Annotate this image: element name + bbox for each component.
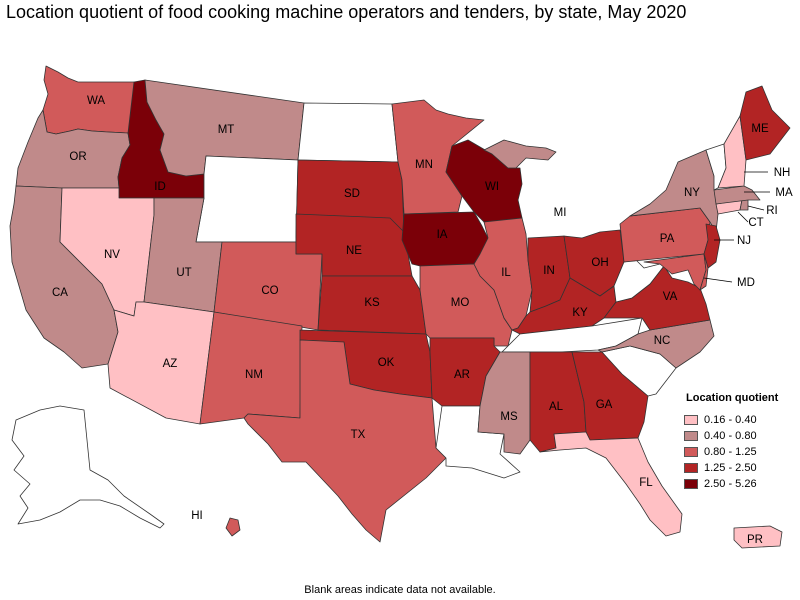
legend-swatch: [684, 447, 698, 457]
state-label-mi: MI: [554, 207, 567, 219]
state-label-hi: HI: [191, 510, 203, 522]
state-az[interactable]: [107, 301, 215, 425]
state-label-il: IL: [501, 267, 511, 279]
state-label-va: VA: [663, 291, 678, 303]
state-wy[interactable]: [195, 155, 299, 243]
state-label-me: ME: [751, 123, 769, 135]
state-fl[interactable]: [539, 431, 683, 537]
state-label-oh: OH: [591, 257, 608, 269]
state-label-ny: NY: [684, 187, 700, 199]
legend-swatch: [684, 479, 698, 489]
state-label-tx: TX: [351, 429, 366, 441]
state-label-ne: NE: [346, 245, 362, 257]
state-label-ma: MA: [775, 187, 793, 199]
state-label-in: IN: [543, 265, 555, 277]
legend-label: 0.16 - 0.40: [704, 414, 757, 426]
legend-swatch: [684, 431, 698, 441]
legend-item: 0.80 - 1.25: [684, 444, 778, 460]
state-label-ga: GA: [596, 399, 613, 411]
legend-swatch: [684, 415, 698, 425]
state-label-ia: IA: [437, 229, 448, 241]
state-mi[interactable]: [483, 139, 557, 169]
state-label-fl: FL: [639, 477, 653, 489]
state-label-nj: NJ: [737, 235, 751, 247]
state-nd[interactable]: [297, 102, 399, 163]
state-nm[interactable]: [199, 311, 303, 425]
state-ky[interactable]: [511, 277, 617, 335]
state-ma[interactable]: [713, 185, 761, 205]
state-label-ar: AR: [454, 369, 470, 381]
state-label-nv: NV: [104, 249, 120, 261]
state-label-mo: MO: [451, 297, 470, 309]
legend-label: 0.40 - 0.80: [704, 430, 757, 442]
state-label-ms: MS: [500, 411, 518, 423]
state-label-nh: NH: [774, 167, 791, 179]
state-label-ok: OK: [378, 357, 395, 369]
state-tx[interactable]: [243, 339, 447, 543]
state-label-az: AZ: [163, 358, 178, 370]
state-label-al: AL: [549, 401, 564, 413]
state-label-or: OR: [69, 151, 86, 163]
state-label-mt: MT: [218, 124, 235, 136]
state-ak[interactable]: [11, 405, 165, 529]
state-nj[interactable]: [703, 223, 721, 269]
state-label-wi: WI: [485, 181, 499, 193]
legend-item: 2.50 - 5.26: [684, 476, 778, 492]
state-label-nc: NC: [654, 335, 671, 347]
state-pr[interactable]: [733, 525, 783, 549]
footnote: Blank areas indicate data not available.: [304, 584, 496, 596]
state-label-ut: UT: [176, 267, 191, 279]
state-tn[interactable]: [501, 317, 643, 353]
legend: Location quotient 0.16 - 0.40 0.40 - 0.80…: [684, 392, 778, 492]
legend-item: 0.40 - 0.80: [684, 428, 778, 444]
state-hi[interactable]: [225, 517, 241, 537]
state-label-co: CO: [261, 285, 278, 297]
state-label-id: ID: [154, 181, 166, 193]
legend-label: 0.80 - 1.25: [704, 446, 757, 458]
legend-swatch: [684, 463, 698, 473]
state-me[interactable]: [739, 85, 791, 161]
state-label-wa: WA: [87, 95, 105, 107]
state-nc[interactable]: [597, 319, 715, 369]
state-label-pr: PR: [747, 534, 763, 546]
legend-title: Location quotient: [686, 392, 779, 404]
legend-label: 2.50 - 5.26: [704, 478, 757, 490]
state-label-sd: SD: [344, 188, 360, 200]
state-label-nm: NM: [245, 369, 263, 381]
page-title: Location quotient of food cooking machin…: [6, 2, 687, 22]
legend-item: 1.25 - 2.50: [684, 460, 778, 476]
state-label-ri: RI: [766, 205, 778, 217]
state-label-ky: KY: [572, 307, 588, 319]
state-de[interactable]: [699, 253, 709, 291]
state-label-ct: CT: [748, 217, 763, 229]
state-label-ks: KS: [364, 297, 380, 309]
legend-item: 0.16 - 0.40: [684, 412, 778, 428]
state-label-pa: PA: [660, 233, 675, 245]
state-label-md: MD: [737, 277, 755, 289]
legend-label: 1.25 - 2.50: [704, 462, 757, 474]
state-label-ca: CA: [52, 287, 68, 299]
state-label-mn: MN: [415, 159, 433, 171]
